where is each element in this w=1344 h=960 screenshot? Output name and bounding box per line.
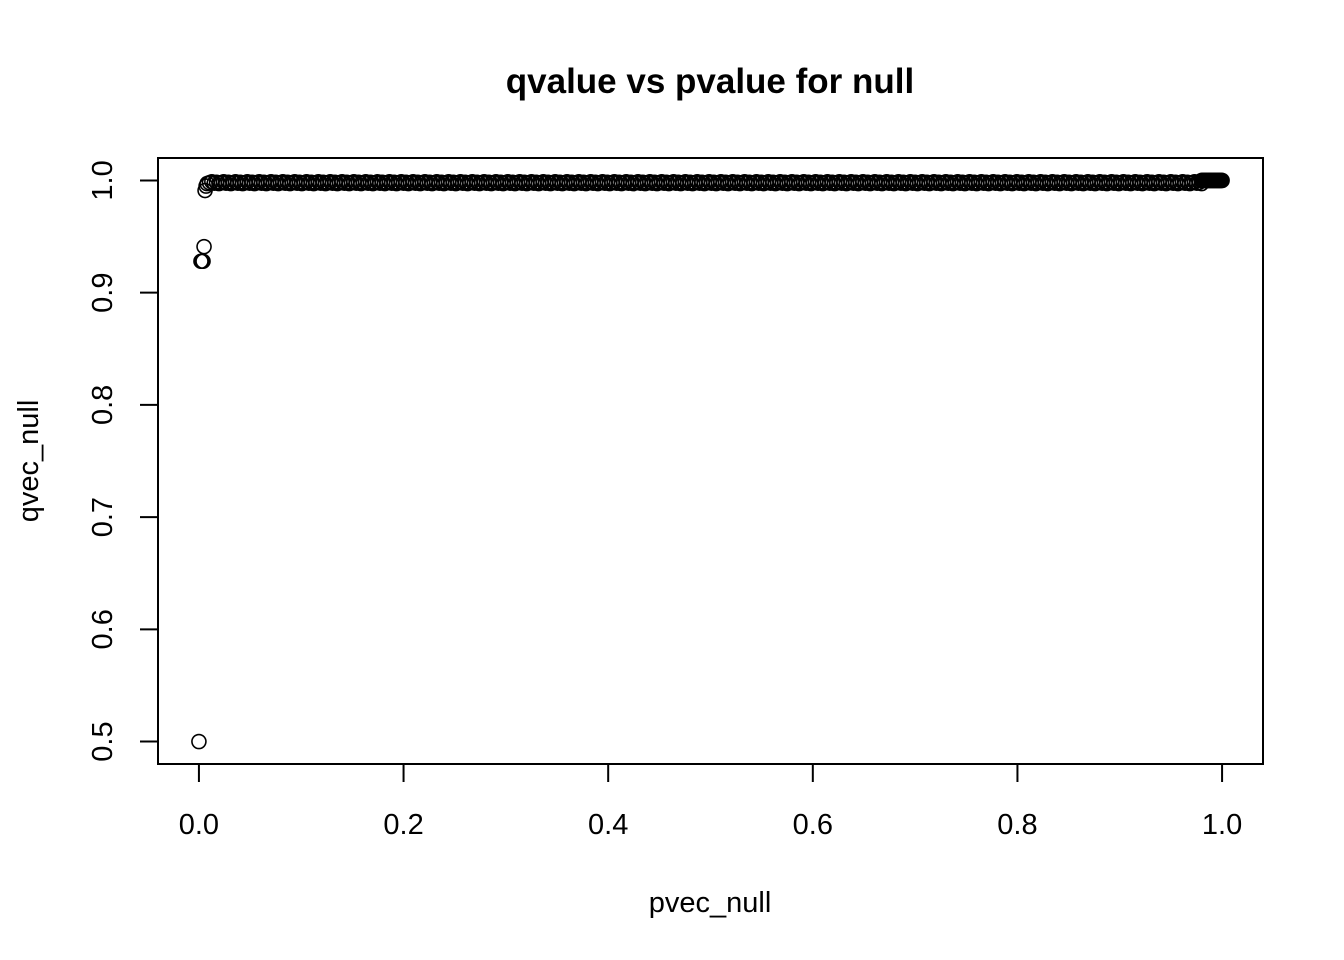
x-tick-label: 0.8 <box>997 809 1037 841</box>
y-tick-label: 0.6 <box>87 609 119 649</box>
x-tick-label: 1.0 <box>1202 809 1242 841</box>
x-tick-label: 0.0 <box>179 809 219 841</box>
chart-title: qvalue vs pvalue for null <box>506 62 914 101</box>
y-tick-label: 0.9 <box>87 273 119 313</box>
data-points <box>191 172 1230 750</box>
x-tick-label: 0.6 <box>793 809 833 841</box>
y-axis-label: qvec_null <box>13 400 45 523</box>
x-tick-label: 0.2 <box>383 809 423 841</box>
y-tick-label: 0.8 <box>87 385 119 425</box>
data-point <box>196 238 212 255</box>
data-point <box>191 733 207 750</box>
y-axis: 0.5 0.6 0.7 0.8 0.9 1.0 <box>87 160 158 762</box>
y-tick-label: 0.5 <box>87 721 119 761</box>
data-point <box>1214 172 1230 189</box>
y-tick-label: 0.7 <box>87 497 119 537</box>
x-axis-label: pvec_null <box>649 887 772 919</box>
y-tick-label: 1.0 <box>87 160 119 200</box>
plot-frame <box>157 157 1264 765</box>
x-tick-label: 0.4 <box>588 809 628 841</box>
x-axis: 0.0 0.2 0.4 0.6 0.8 1.0 <box>179 763 1242 841</box>
